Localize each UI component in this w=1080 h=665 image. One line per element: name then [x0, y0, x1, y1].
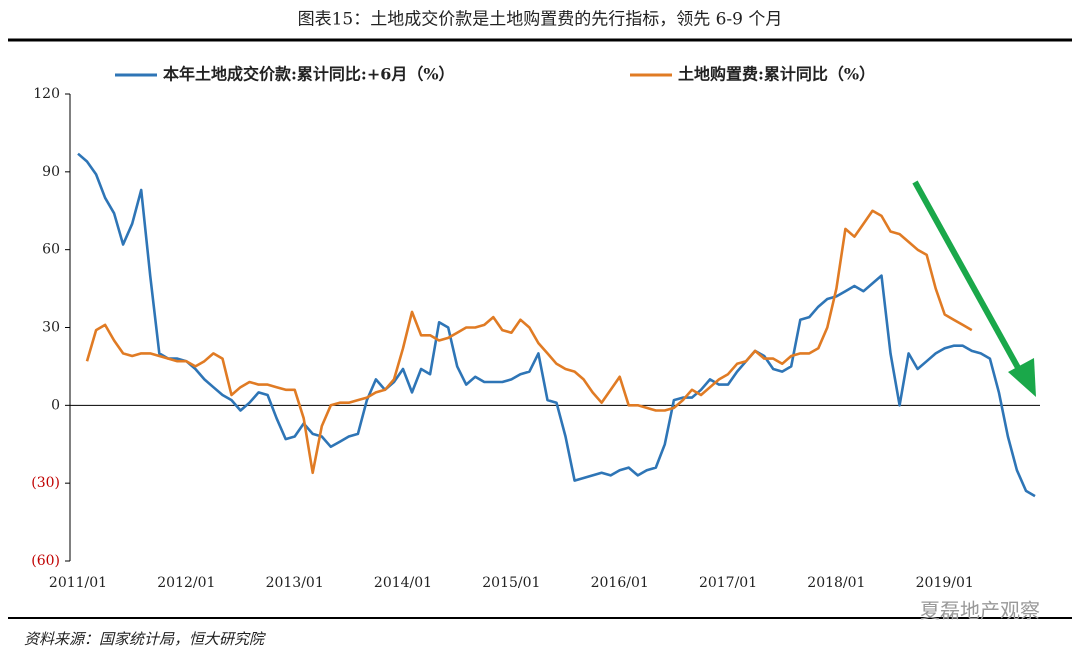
- legend-label: 本年土地成交价款:累计同比:+6月（%）: [163, 65, 455, 84]
- x-tick-label: 2018/01: [807, 575, 865, 591]
- x-tick-label: 2012/01: [157, 575, 215, 591]
- series-line: [77, 152, 1036, 498]
- series-line: [85, 209, 973, 475]
- trend-arrow: [912, 180, 1036, 397]
- watermark: 夏磊地产观察: [920, 599, 1040, 623]
- x-tick-label: 2016/01: [591, 575, 649, 591]
- x-tick-label: 2011/01: [49, 575, 107, 591]
- x-tick-label: 2015/01: [482, 575, 540, 591]
- y-tick-label: 90: [42, 164, 60, 180]
- y-tick-label: 30: [42, 320, 60, 336]
- x-tick-label: 2019/01: [916, 575, 974, 591]
- legend-label: 土地购置费:累计同比（%）: [678, 65, 875, 84]
- y-tick-label: 120: [33, 86, 60, 102]
- y-tick-label: 60: [42, 242, 60, 258]
- chart-title: 图表15：土地成交价款是土地购置费的先行指标，领先 6-9 个月: [298, 10, 783, 30]
- x-tick-label: 2017/01: [699, 575, 757, 591]
- x-tick-label: 2013/01: [266, 575, 324, 591]
- y-tick-label: 0: [51, 397, 60, 413]
- x-tick-label: 2014/01: [374, 575, 432, 591]
- y-tick-label: (60): [31, 553, 60, 569]
- source: 资料来源：国家统计局，恒大研究院: [24, 630, 266, 648]
- y-tick-label: (30): [31, 475, 60, 491]
